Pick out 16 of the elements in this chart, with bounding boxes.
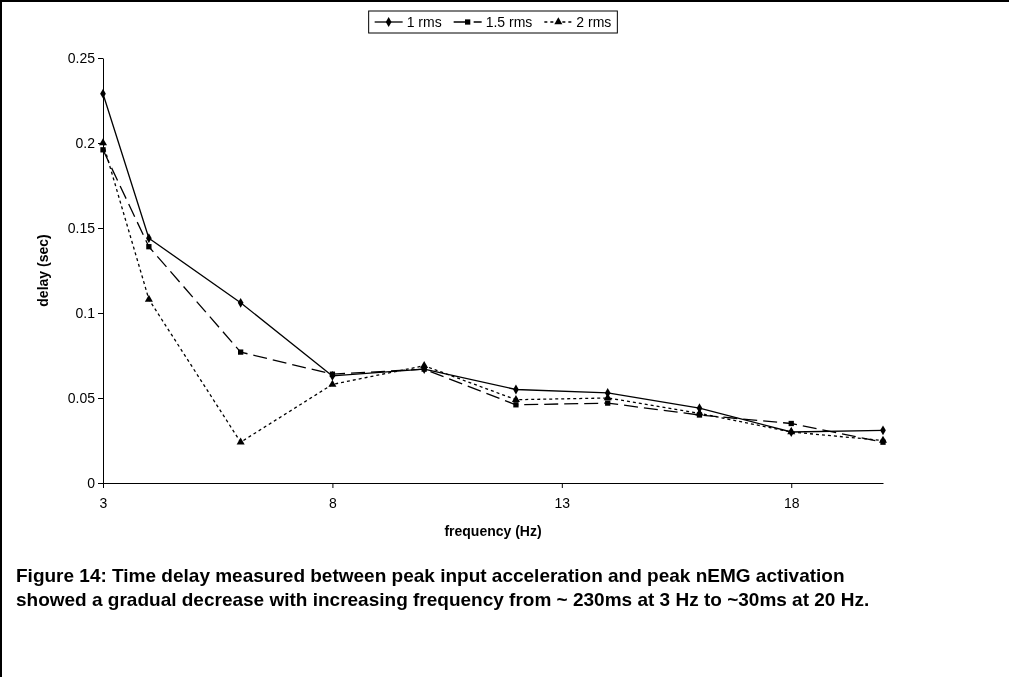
legend-label: 1.5 rms	[485, 14, 533, 30]
legend-label: 1 rms	[406, 14, 442, 30]
x-axis-title: frequency (Hz)	[444, 523, 542, 539]
y-tick-label: 0.25	[67, 49, 96, 66]
x-tick-label: 8	[329, 494, 338, 511]
x-tick-label: 13	[554, 494, 571, 511]
y-tick-label: 0.1	[75, 304, 96, 321]
x-tick-label: 18	[783, 494, 800, 511]
y-axis-title: delay (sec)	[35, 234, 51, 307]
y-tick-label: 0.2	[75, 134, 96, 151]
caption: Figure 14: Time delay measured between peak input acceleration and peak nEMG activation showed a gradual decrease with increasing frequency from ~ 230ms at 3 Hz to ~30ms at 20 Hz.	[16, 565, 870, 610]
x-tick-label: 3	[99, 494, 108, 511]
y-tick-label: 0	[87, 474, 96, 491]
y-tick-label: 0.15	[67, 219, 96, 236]
legend-label: 2 rms	[576, 14, 612, 30]
y-tick-label: 0.05	[67, 389, 96, 406]
